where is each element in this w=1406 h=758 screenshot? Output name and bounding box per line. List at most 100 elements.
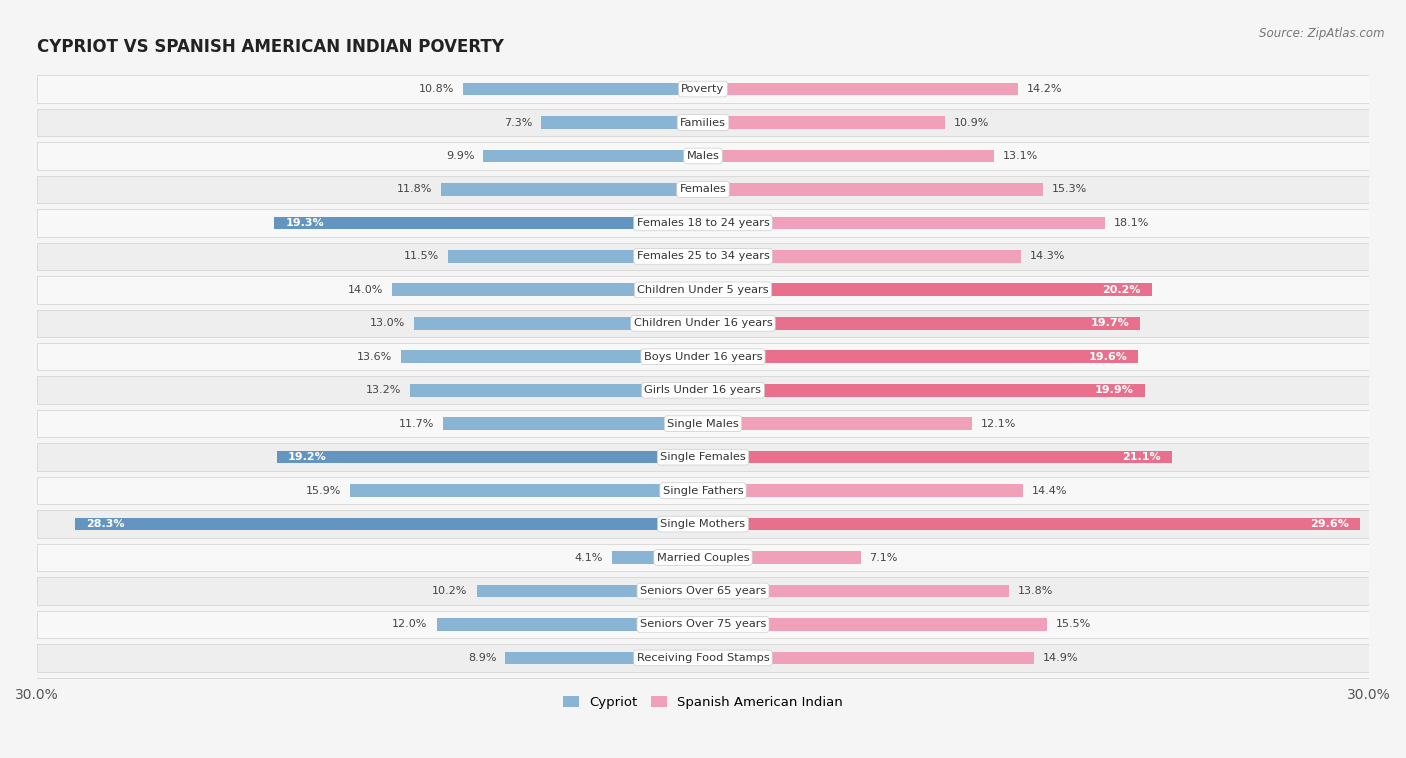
Text: 4.1%: 4.1%: [575, 553, 603, 562]
Bar: [703, 149, 994, 162]
Bar: [541, 116, 703, 129]
Bar: [436, 618, 703, 631]
Bar: [274, 217, 703, 229]
Text: 14.9%: 14.9%: [1043, 653, 1078, 663]
Text: 11.5%: 11.5%: [404, 252, 439, 262]
Bar: [37, 143, 1369, 170]
Bar: [703, 250, 1021, 263]
Bar: [703, 350, 1139, 363]
Bar: [703, 618, 1047, 631]
Text: Seniors Over 75 years: Seniors Over 75 years: [640, 619, 766, 629]
Bar: [37, 75, 1369, 103]
Bar: [415, 317, 703, 330]
Bar: [703, 183, 1043, 196]
Text: Males: Males: [686, 151, 720, 161]
Bar: [37, 477, 1369, 504]
Bar: [703, 418, 972, 430]
Text: 28.3%: 28.3%: [86, 519, 124, 529]
Bar: [37, 243, 1369, 270]
Bar: [703, 518, 1360, 531]
Bar: [37, 578, 1369, 605]
Bar: [505, 652, 703, 664]
Text: 20.2%: 20.2%: [1102, 285, 1140, 295]
Text: Poverty: Poverty: [682, 84, 724, 94]
Text: 18.1%: 18.1%: [1114, 218, 1149, 228]
Text: Receiving Food Stamps: Receiving Food Stamps: [637, 653, 769, 663]
Bar: [37, 176, 1369, 203]
Bar: [703, 116, 945, 129]
Text: 8.9%: 8.9%: [468, 653, 496, 663]
Text: 15.9%: 15.9%: [305, 486, 342, 496]
Text: 19.3%: 19.3%: [285, 218, 325, 228]
Bar: [37, 611, 1369, 638]
Bar: [441, 183, 703, 196]
Bar: [612, 551, 703, 564]
Bar: [37, 543, 1369, 572]
Bar: [484, 149, 703, 162]
Bar: [703, 584, 1010, 597]
Text: 13.0%: 13.0%: [370, 318, 405, 328]
Text: Females 25 to 34 years: Females 25 to 34 years: [637, 252, 769, 262]
Text: Single Mothers: Single Mothers: [661, 519, 745, 529]
Text: CYPRIOT VS SPANISH AMERICAN INDIAN POVERTY: CYPRIOT VS SPANISH AMERICAN INDIAN POVER…: [37, 38, 503, 56]
Bar: [443, 418, 703, 430]
Bar: [703, 484, 1022, 497]
Text: Children Under 16 years: Children Under 16 years: [634, 318, 772, 328]
Text: 21.1%: 21.1%: [1122, 452, 1160, 462]
Bar: [277, 451, 703, 463]
Text: 13.1%: 13.1%: [1002, 151, 1038, 161]
Bar: [703, 652, 1033, 664]
Text: Females 18 to 24 years: Females 18 to 24 years: [637, 218, 769, 228]
Text: 29.6%: 29.6%: [1310, 519, 1350, 529]
Text: 19.9%: 19.9%: [1095, 385, 1133, 395]
Text: Single Males: Single Males: [666, 418, 740, 429]
Bar: [37, 443, 1369, 471]
Text: 11.8%: 11.8%: [396, 184, 432, 195]
Bar: [37, 644, 1369, 672]
Text: 10.8%: 10.8%: [419, 84, 454, 94]
Text: Girls Under 16 years: Girls Under 16 years: [644, 385, 762, 395]
Bar: [703, 451, 1171, 463]
Text: 13.8%: 13.8%: [1018, 586, 1053, 596]
Bar: [37, 309, 1369, 337]
Text: 11.7%: 11.7%: [399, 418, 434, 429]
Text: 14.3%: 14.3%: [1029, 252, 1064, 262]
Text: 13.6%: 13.6%: [357, 352, 392, 362]
Text: 7.1%: 7.1%: [869, 553, 898, 562]
Bar: [703, 317, 1140, 330]
Text: 19.7%: 19.7%: [1091, 318, 1129, 328]
Text: Seniors Over 65 years: Seniors Over 65 years: [640, 586, 766, 596]
Bar: [463, 83, 703, 96]
Text: 10.2%: 10.2%: [432, 586, 468, 596]
Text: Single Females: Single Females: [661, 452, 745, 462]
Bar: [447, 250, 703, 263]
Text: 15.3%: 15.3%: [1052, 184, 1087, 195]
Bar: [392, 283, 703, 296]
Text: Females: Females: [679, 184, 727, 195]
Bar: [703, 551, 860, 564]
Text: 19.2%: 19.2%: [288, 452, 326, 462]
Text: Source: ZipAtlas.com: Source: ZipAtlas.com: [1260, 27, 1385, 39]
Text: 10.9%: 10.9%: [953, 117, 990, 127]
Bar: [37, 510, 1369, 537]
Text: 13.2%: 13.2%: [366, 385, 401, 395]
Bar: [703, 384, 1144, 396]
Text: Boys Under 16 years: Boys Under 16 years: [644, 352, 762, 362]
Text: Families: Families: [681, 117, 725, 127]
Bar: [37, 410, 1369, 437]
Bar: [703, 217, 1105, 229]
Text: 14.4%: 14.4%: [1032, 486, 1067, 496]
Text: Children Under 5 years: Children Under 5 years: [637, 285, 769, 295]
Bar: [703, 83, 1018, 96]
Text: 9.9%: 9.9%: [446, 151, 474, 161]
Text: 12.1%: 12.1%: [980, 418, 1017, 429]
Bar: [401, 350, 703, 363]
Bar: [37, 276, 1369, 303]
Bar: [350, 484, 703, 497]
Bar: [37, 209, 1369, 236]
Text: 7.3%: 7.3%: [503, 117, 531, 127]
Text: 12.0%: 12.0%: [392, 619, 427, 629]
Text: 14.0%: 14.0%: [347, 285, 384, 295]
Bar: [703, 283, 1152, 296]
Bar: [75, 518, 703, 531]
